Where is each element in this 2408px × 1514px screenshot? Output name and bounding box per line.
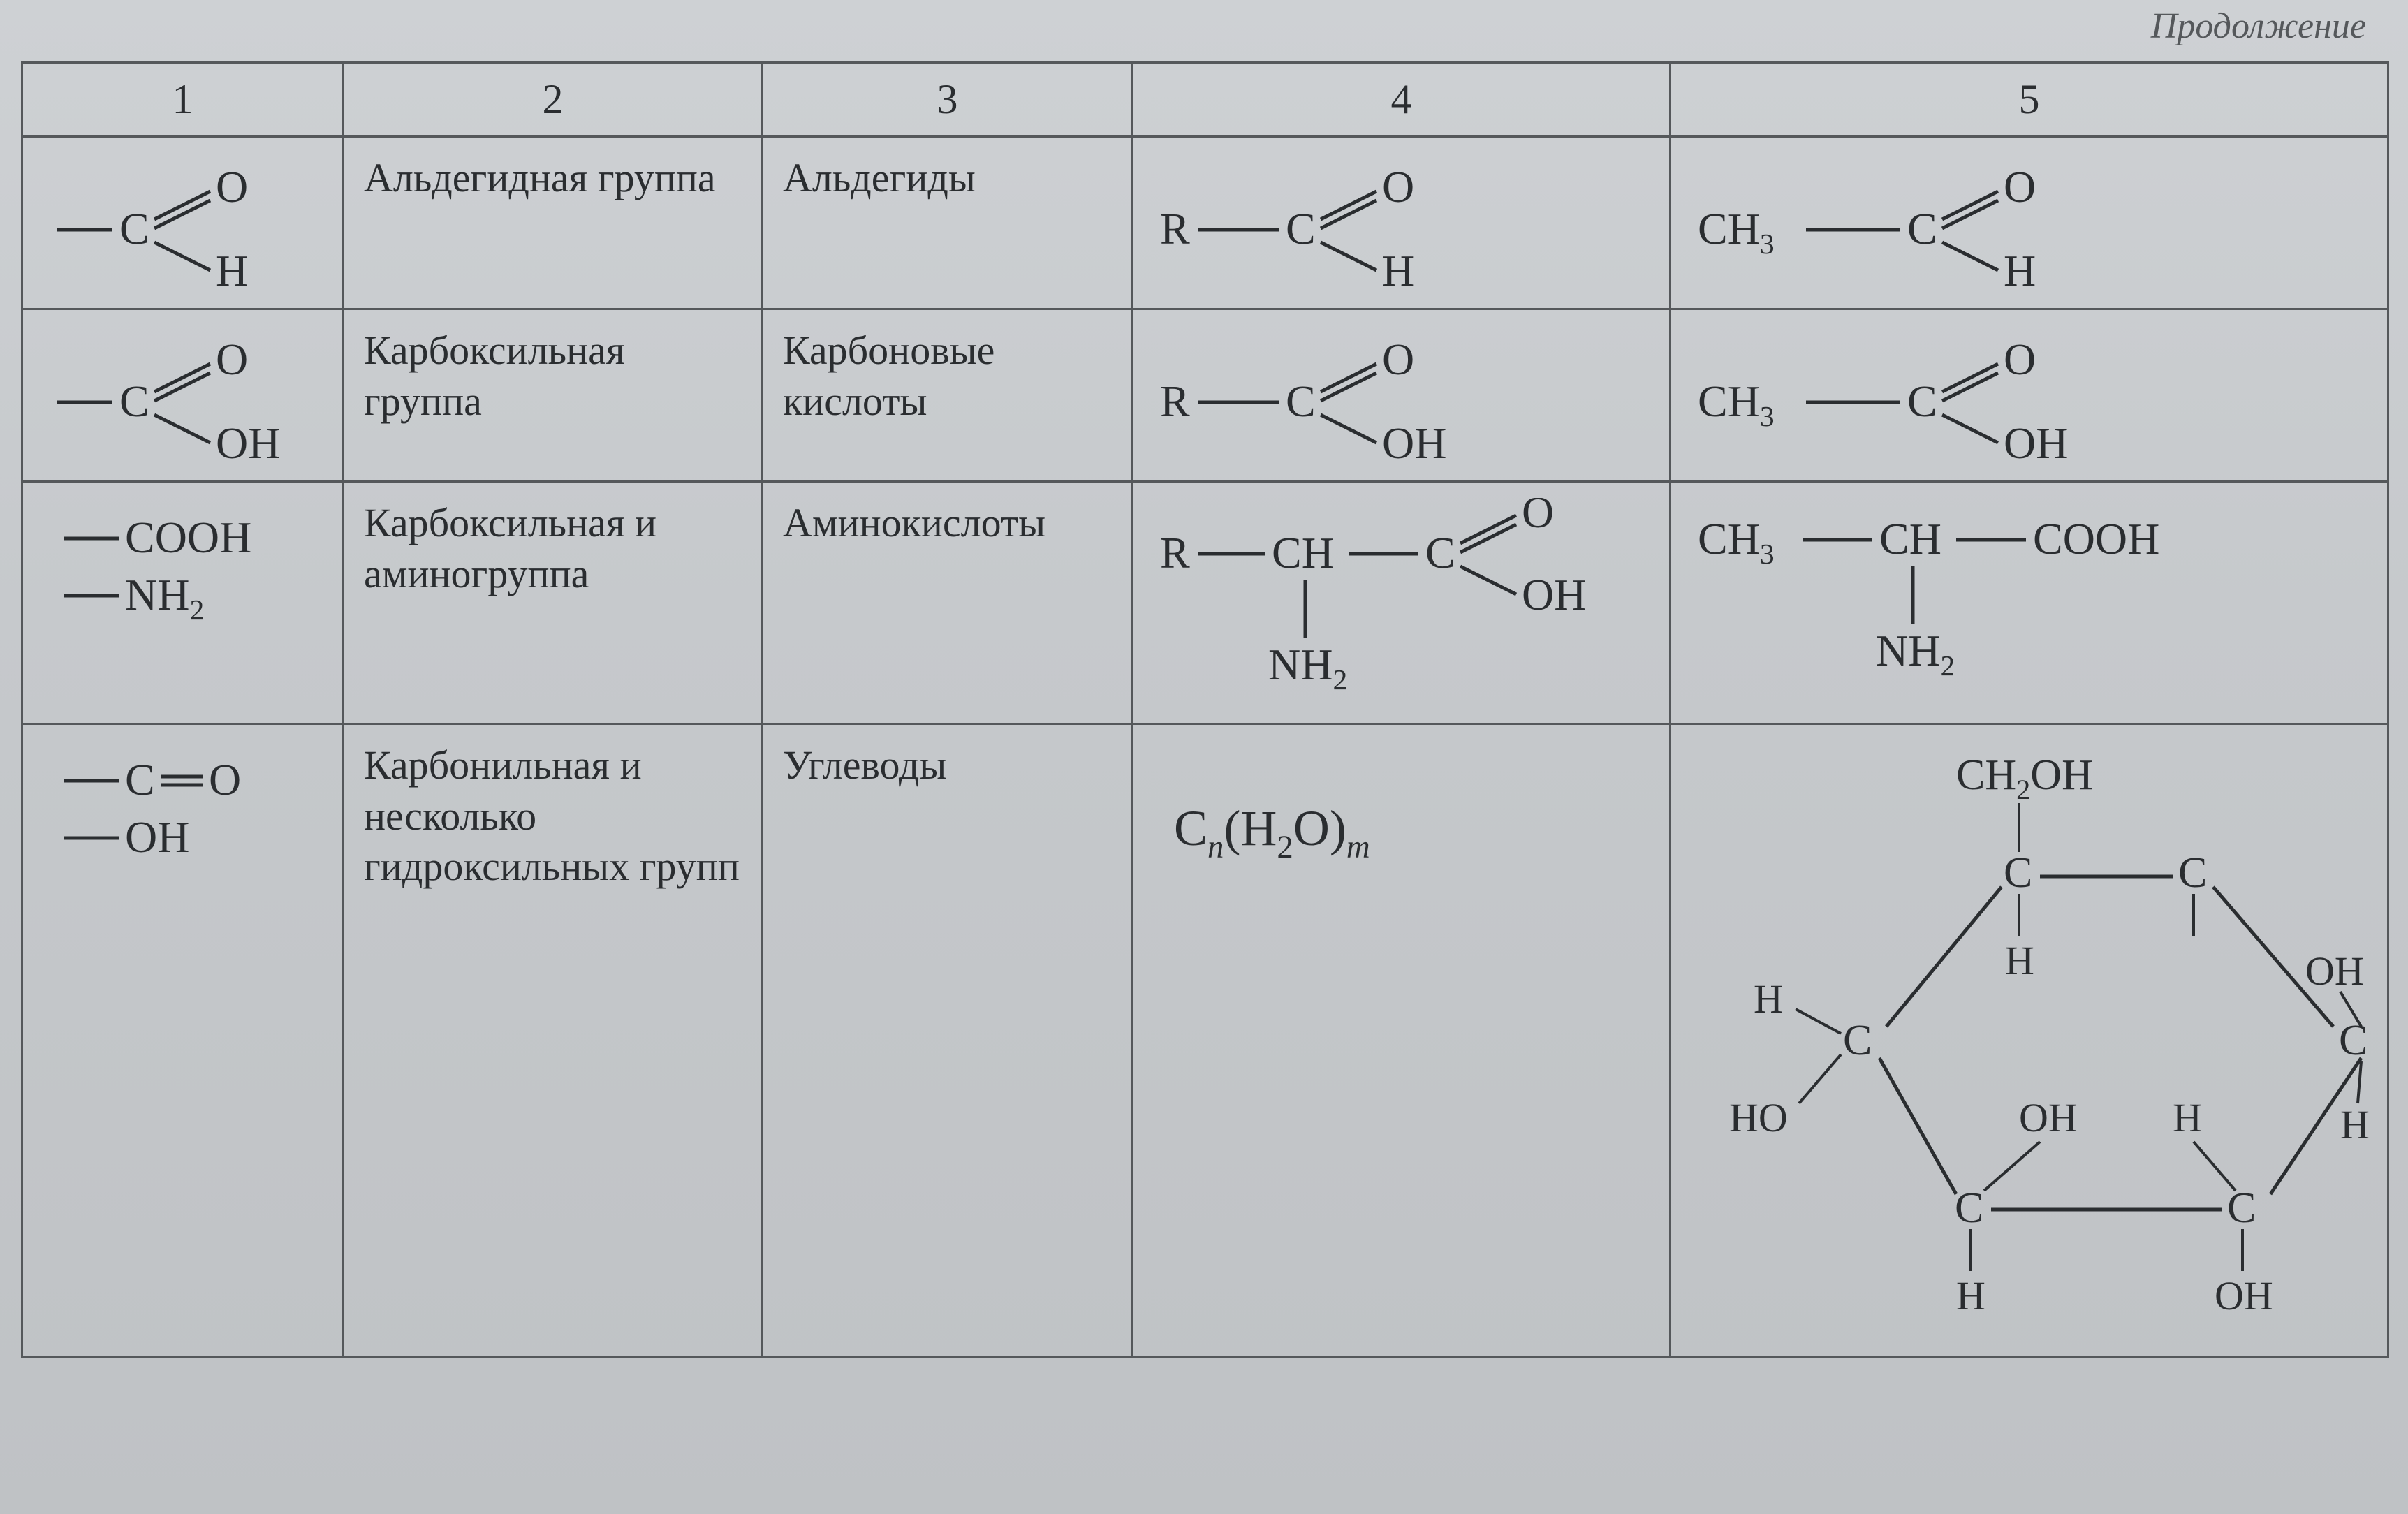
svg-text:H: H [216,246,248,293]
svg-text:C: C [125,755,155,804]
svg-text:H: H [2173,1095,2202,1140]
svg-text:C: C [119,204,149,253]
svg-text:O: O [2004,335,2036,384]
svg-text:R: R [1160,528,1190,578]
chemistry-table: 1 2 3 4 5 C O H Альдегидная группа А [21,61,2389,1358]
cell-general-formula: R C O OH [1133,309,1671,482]
svg-text:C: C [1286,376,1316,426]
svg-text:CH3: CH3 [1698,376,1775,432]
cell-example: CH3 C O H [1671,137,2388,309]
svg-text:H: H [2004,246,2036,293]
svg-text:O: O [1382,162,1414,212]
cell-class-name: Углеводы [763,724,1133,1358]
svg-text:O: O [216,162,248,212]
aldehyde-generic-structure: R C O H [1153,153,1516,293]
svg-text:O: O [209,755,241,804]
header-5: 5 [1671,63,2388,137]
cell-class-name: Карбоновые кислоты [763,309,1133,482]
svg-text:OH: OH [216,418,280,465]
continuation-caption: Продолжение [2151,6,2366,47]
carbonyl-hydroxyl-groups: C O OH [43,740,343,880]
cooh-nh2-groups: COOH NH2 [43,498,343,638]
svg-text:OH: OH [2305,948,2364,994]
svg-text:O: O [1522,498,1554,537]
alanine-structure: CH3 CH COOH NH2 [1691,498,2263,693]
svg-text:O: O [2004,162,2036,212]
carboxylic-generic-structure: R C O OH [1153,325,1544,465]
header-4: 4 [1133,63,1671,137]
svg-text:H: H [1382,246,1414,293]
header-2: 2 [344,63,763,137]
svg-text:R: R [1160,376,1190,426]
svg-text:H: H [2340,1102,2370,1147]
cell-group-name: Карбоксильная и аминогруппа [344,482,763,724]
svg-text:C: C [2227,1184,2256,1232]
table-header-row: 1 2 3 4 5 [22,63,2388,137]
svg-text:H: H [1956,1273,1985,1318]
svg-text:C: C [1955,1184,1983,1232]
svg-text:NH2: NH2 [1268,640,1347,696]
svg-text:Cn(H2O)m: Cn(H2O)m [1174,800,1370,865]
cell-functional-group: COOH NH2 [22,482,344,724]
svg-text:OH: OH [1522,570,1586,619]
svg-text:H: H [2005,938,2034,983]
cell-example: CH3 C O OH [1671,309,2388,482]
cell-group-name: Альдегидная группа [344,137,763,309]
svg-text:C: C [2178,849,2207,897]
table-row: C O OH Карбонильная и несколько гидрокси… [22,724,2388,1358]
svg-text:C: C [2004,849,2032,897]
svg-text:NH2: NH2 [125,570,204,626]
svg-text:H: H [1754,976,1783,1022]
svg-text:O: O [216,335,248,384]
glucose-ring-structure: CH2OH C C C C C C [1691,740,2375,1327]
svg-text:C: C [1907,204,1937,253]
cell-class-name: Аминокис­лоты [763,482,1133,724]
acetaldehyde-structure: CH3 C O H [1691,153,2124,293]
cell-general-formula: R CH C O OH NH2 [1133,482,1671,724]
acetic-acid-structure: CH3 C O OH [1691,325,2152,465]
carboxyl-group-structure: C O OH [43,325,343,465]
svg-text:CH2OH: CH2OH [1956,751,2093,805]
svg-text:OH: OH [2215,1273,2273,1318]
svg-text:O: O [1382,335,1414,384]
svg-text:C: C [119,376,149,426]
cell-functional-group: C O H [22,137,344,309]
svg-text:C: C [1843,1017,1872,1064]
amino-acid-generic-structure: R CH C O OH NH2 [1153,498,1656,707]
cell-general-formula: Cn(H2O)m [1133,724,1671,1358]
svg-text:COOH: COOH [125,513,251,562]
cell-functional-group: C O OH [22,309,344,482]
table-row: C O H Альдегидная группа Альдегиды R C O [22,137,2388,309]
svg-text:C: C [1425,528,1455,578]
cell-group-name: Карбоксильная группа [344,309,763,482]
svg-text:HO: HO [1729,1095,1788,1140]
svg-text:OH: OH [1382,418,1446,465]
svg-text:CH: CH [1272,528,1334,578]
svg-text:OH: OH [2004,418,2068,465]
svg-text:CH3: CH3 [1698,514,1775,570]
cell-class-name: Альдегиды [763,137,1133,309]
table-row: C O OH Карбоксильная группа Карбоновые к… [22,309,2388,482]
svg-text:CH: CH [1879,514,1941,564]
svg-text:OH: OH [125,812,189,862]
header-1: 1 [22,63,344,137]
table-row: COOH NH2 Карбоксильная и аминогруппа Ами… [22,482,2388,724]
svg-text:OH: OH [2019,1095,2078,1140]
svg-text:C: C [2339,1017,2367,1064]
cell-example: CH3 CH COOH NH2 [1671,482,2388,724]
header-3: 3 [763,63,1133,137]
cell-group-name: Карбонильная и несколько гидроксильных г… [344,724,763,1358]
svg-text:C: C [1907,376,1937,426]
carbohydrate-formula: Cn(H2O)m [1153,740,1516,880]
aldehyde-group-structure: C O H [43,153,322,293]
cell-general-formula: R C O H [1133,137,1671,309]
svg-text:R: R [1160,204,1190,253]
cell-example: CH2OH C C C C C C [1671,724,2388,1358]
svg-text:NH2: NH2 [1876,626,1955,682]
svg-text:COOH: COOH [2033,514,2159,564]
cell-functional-group: C O OH [22,724,344,1358]
svg-text:CH3: CH3 [1698,204,1775,260]
svg-text:C: C [1286,204,1316,253]
